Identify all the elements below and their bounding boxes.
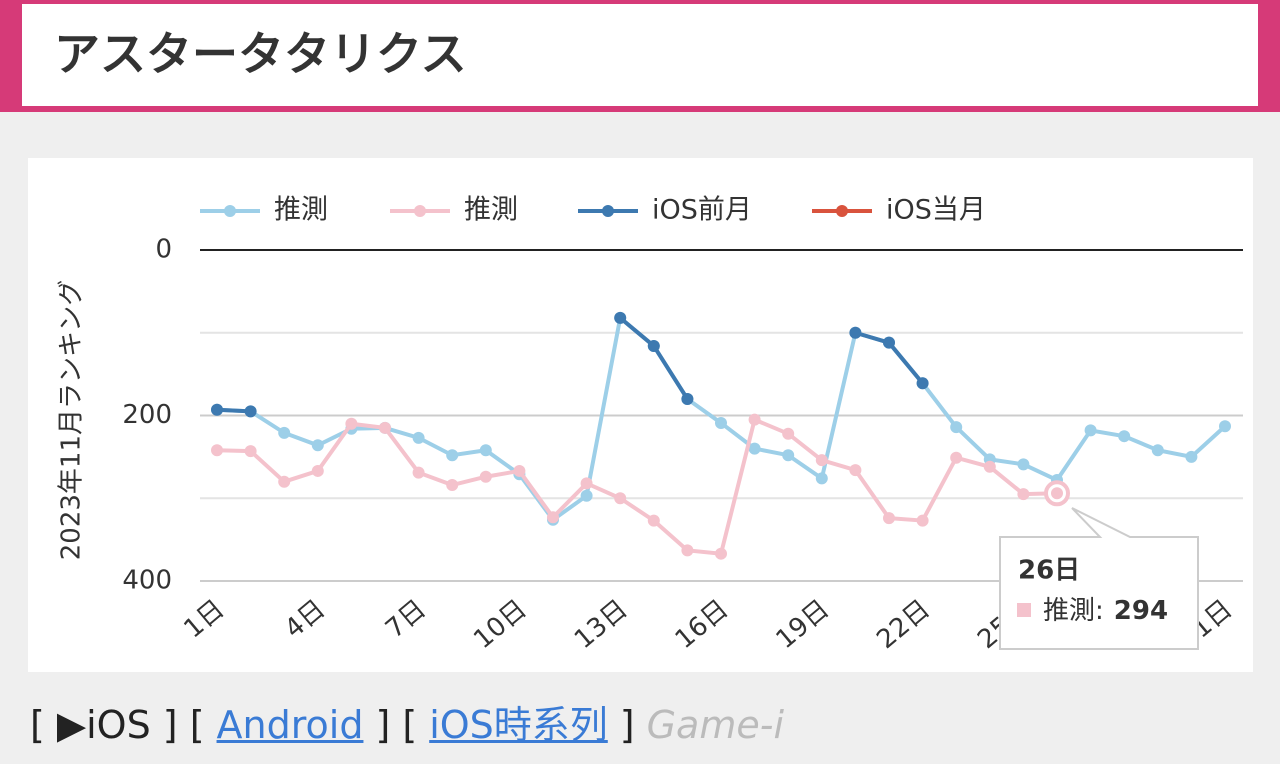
x-tick-label: 13日 xyxy=(569,594,634,655)
legend-marker xyxy=(414,205,426,217)
legend-label: 推測 xyxy=(274,195,328,226)
point xyxy=(782,449,795,462)
y-tick-label: 200 xyxy=(122,400,172,430)
point xyxy=(681,392,694,405)
legend-label: iOS当月 xyxy=(886,195,986,226)
point xyxy=(916,514,929,527)
point xyxy=(1017,488,1030,501)
legend-label: iOS前月 xyxy=(652,195,752,226)
point xyxy=(211,444,223,457)
tooltip-value: 294 xyxy=(1114,596,1168,626)
page-title: アスタータタリクス xyxy=(22,4,1258,106)
point xyxy=(983,460,996,473)
header: アスタータタリクス xyxy=(0,0,1280,112)
point xyxy=(278,426,291,439)
line xyxy=(618,316,690,401)
point xyxy=(379,421,391,434)
point xyxy=(1084,424,1097,437)
point xyxy=(446,449,459,462)
point xyxy=(513,464,526,477)
point xyxy=(647,339,660,352)
footer-plain: ] xyxy=(619,703,635,747)
point xyxy=(748,442,761,455)
point xyxy=(1118,430,1131,443)
point xyxy=(1151,444,1164,457)
point xyxy=(311,439,324,452)
hover-point xyxy=(1051,487,1063,500)
point xyxy=(1185,450,1198,463)
point xyxy=(479,470,492,483)
footer-plain: ] [ xyxy=(375,703,418,747)
point xyxy=(715,547,727,560)
point xyxy=(782,427,795,440)
tooltip-box xyxy=(999,507,1199,650)
legend-marker xyxy=(602,205,614,217)
tooltip-swatch xyxy=(1017,603,1031,617)
point xyxy=(916,377,929,390)
x-tick-label: 1日 xyxy=(178,594,230,644)
point xyxy=(815,454,828,467)
point xyxy=(412,466,425,479)
point xyxy=(244,405,257,418)
point xyxy=(1017,458,1030,471)
point xyxy=(950,421,963,434)
point xyxy=(748,413,761,426)
footer-link[interactable]: Android xyxy=(216,703,364,747)
point xyxy=(849,326,862,339)
point xyxy=(547,511,559,524)
point xyxy=(815,472,828,485)
point xyxy=(311,464,324,477)
point xyxy=(849,464,862,477)
legend-marker xyxy=(836,205,848,217)
point xyxy=(1219,420,1231,433)
point xyxy=(614,311,627,324)
point xyxy=(883,512,895,525)
point xyxy=(278,475,291,488)
footer-plain: [ ▶iOS ] [ xyxy=(30,703,205,747)
footer-link[interactable]: iOS時系列 xyxy=(429,703,608,747)
point xyxy=(883,336,895,349)
point xyxy=(681,544,694,557)
point xyxy=(244,445,257,458)
y-axis-label: 2023年11月ランキング xyxy=(57,280,87,560)
point xyxy=(614,492,627,505)
point xyxy=(479,444,492,457)
point xyxy=(715,416,727,429)
x-tick-label: 10日 xyxy=(468,594,533,655)
y-tick-label: 400 xyxy=(122,566,172,596)
point xyxy=(580,477,593,490)
x-tick-label: 19日 xyxy=(771,594,836,655)
point xyxy=(950,451,963,464)
footer: [ ▶iOS ] [Android ] [ iOS時系列] Game-i xyxy=(30,694,796,749)
x-tick-label: 7日 xyxy=(380,594,432,644)
point xyxy=(211,403,223,416)
x-tick-label: 4日 xyxy=(279,594,331,644)
tooltip-text: 推測: 294 xyxy=(1043,596,1168,626)
y-tick-label: 0 xyxy=(155,235,172,265)
legend-label: 推測 xyxy=(464,195,518,226)
point xyxy=(345,417,358,430)
footer-brand: Game-i xyxy=(646,703,785,747)
x-tick-label: 22日 xyxy=(871,594,936,655)
legend-marker xyxy=(224,205,236,217)
point xyxy=(647,514,660,527)
point xyxy=(580,489,593,502)
tooltip-title: 26日 xyxy=(1018,556,1080,586)
point xyxy=(446,479,459,492)
line xyxy=(216,416,1058,556)
tooltip-label: 推測: xyxy=(1043,596,1104,626)
point xyxy=(412,431,425,444)
x-tick-label: 16日 xyxy=(670,594,735,655)
